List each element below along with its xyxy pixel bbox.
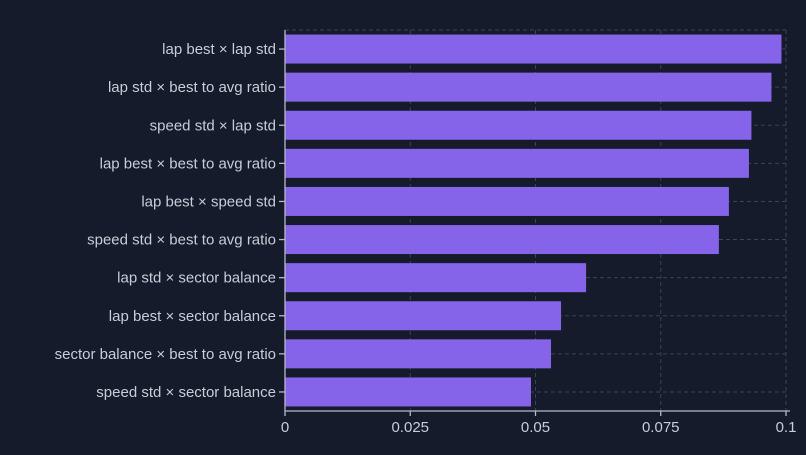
y-tick-label: lap best × speed std xyxy=(141,193,276,210)
y-tick-label: speed std × best to avg ratio xyxy=(87,232,276,249)
bar xyxy=(285,148,749,178)
bar xyxy=(285,225,719,255)
y-tick-label: sector balance × best to avg ratio xyxy=(55,346,276,363)
bar xyxy=(285,263,587,293)
bar xyxy=(285,186,729,216)
y-tick-label: lap std × sector balance xyxy=(117,270,276,287)
x-tick-label: 0.075 xyxy=(642,419,680,436)
bar xyxy=(285,110,752,140)
y-tick-label: lap best × best to avg ratio xyxy=(100,155,276,172)
y-tick-label: speed std × lap std xyxy=(150,117,276,134)
y-tick-label: speed std × sector balance xyxy=(96,384,276,401)
x-tick-label: 0.025 xyxy=(391,419,429,436)
y-tick-label: lap std × best to avg ratio xyxy=(108,79,276,96)
bar xyxy=(285,34,782,64)
bar xyxy=(285,377,531,407)
bar xyxy=(285,339,552,369)
bar xyxy=(285,72,772,102)
bar xyxy=(285,301,562,331)
x-tick-label: 0.1 xyxy=(776,419,797,436)
y-tick-label: lap best × lap std xyxy=(162,41,276,58)
x-tick-label: 0 xyxy=(281,419,289,436)
x-tick-label: 0.05 xyxy=(521,419,550,436)
y-tick-label: lap best × sector balance xyxy=(109,308,276,325)
